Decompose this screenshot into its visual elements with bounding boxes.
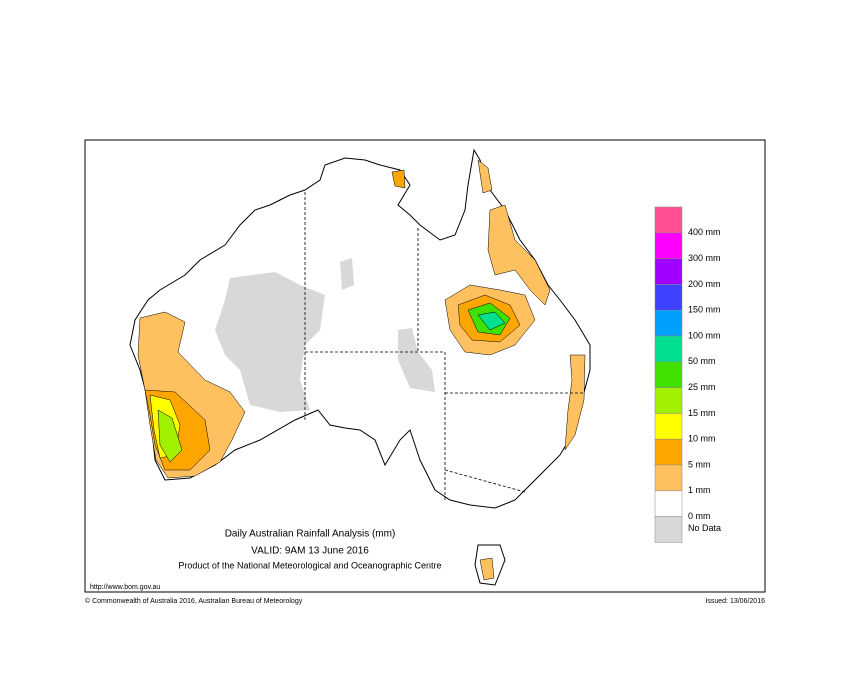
legend-swatch [654, 309, 683, 337]
legend-label: 1 mm [688, 485, 711, 495]
legend-label: 400 mm [688, 227, 721, 237]
legend-label: 50 mm [688, 356, 716, 366]
legend-label: 300 mm [688, 253, 721, 263]
mainland [129, 148, 591, 509]
rain-areas [137, 159, 586, 581]
legend-swatch [654, 413, 683, 440]
legend-swatch [654, 387, 683, 414]
legend-label: No Data [688, 523, 721, 533]
url: http://www.bom.gov.au [90, 584, 160, 591]
legend-swatch [654, 516, 683, 543]
legend-swatch [654, 258, 683, 285]
product-note: Product of the National Meteorological a… [178, 560, 441, 570]
legend-label: 10 mm [688, 434, 716, 444]
state-borders [304, 192, 585, 500]
legend-swatch [654, 284, 683, 311]
map-title: Daily Australian Rainfall Analysis (mm) [225, 529, 396, 540]
legend-swatch [654, 490, 683, 517]
legend-label: 100 mm [688, 330, 721, 340]
legend-label: 5 mm [688, 459, 711, 469]
issued: Issued: 13/06/2016 [705, 598, 765, 605]
legend-label: 0 mm [688, 511, 711, 521]
legend-swatch [654, 232, 683, 259]
legend-label: 25 mm [688, 382, 716, 392]
legend-swatch [654, 335, 683, 363]
copyright: © Commonwealth of Australia 2016, Austra… [85, 597, 303, 605]
no-data-areas [215, 258, 435, 412]
legend-label: 15 mm [688, 408, 716, 418]
legend-swatch [654, 361, 683, 388]
legend-swatch [654, 206, 683, 234]
legend: 400 mm 300 mm 200 mm 150 mm 100 mm 50 mm 25 mm… [654, 206, 721, 543]
legend-swatch [654, 438, 683, 466]
valid-time: VALID: 9AM 13 June 2016 [251, 546, 369, 557]
legend-label: 200 mm [688, 279, 721, 289]
australia [129, 148, 591, 586]
legend-swatch [654, 464, 683, 492]
legend-label: 150 mm [688, 305, 721, 315]
